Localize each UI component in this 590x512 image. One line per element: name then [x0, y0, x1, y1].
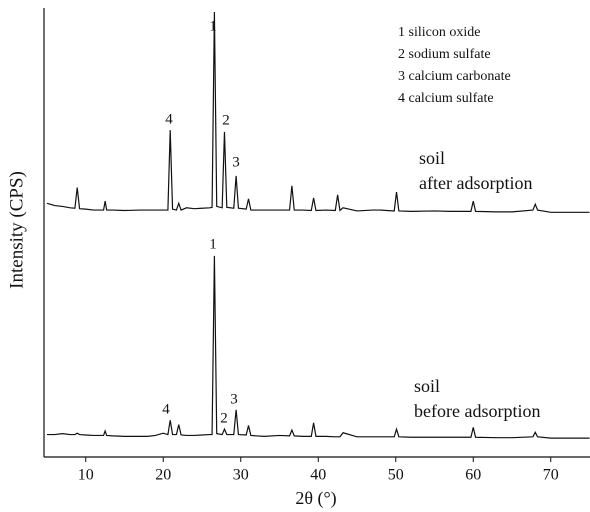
peak-label: 2 — [222, 112, 230, 128]
key-entry: 3 calcium carbonate — [398, 69, 511, 84]
x-tick-label: 10 — [78, 467, 94, 484]
y-axis-label: Intensity (CPS) — [6, 171, 27, 289]
x-tick-label: 30 — [233, 467, 249, 484]
x-tick-label: 40 — [310, 467, 326, 484]
x-tick-label: 70 — [543, 467, 559, 484]
peak-label: 1 — [209, 18, 217, 34]
peak-label: 2 — [220, 410, 228, 426]
peak-label: 4 — [165, 111, 173, 127]
series-line — [46, 12, 590, 213]
peak-label: 3 — [230, 391, 238, 407]
series-label: soil — [414, 376, 440, 396]
peak-label: 4 — [162, 401, 170, 417]
series-label: soil — [419, 148, 445, 168]
key-entry: 1 silicon oxide — [398, 25, 480, 40]
x-tick-label: 50 — [388, 467, 404, 484]
x-tick-label: 20 — [155, 467, 171, 484]
series-line — [47, 255, 590, 439]
series-label: after adsorption — [419, 173, 532, 193]
x-tick-label: 60 — [465, 467, 481, 484]
peak-label: 1 — [209, 236, 217, 252]
x-axis-label: 2θ (°) — [295, 488, 336, 509]
series-label: before adsorption — [414, 401, 540, 421]
peak-label: 3 — [232, 154, 240, 170]
key-entry: 2 sodium sulfate — [398, 47, 491, 62]
key-entry: 4 calcium sulfate — [398, 91, 494, 106]
